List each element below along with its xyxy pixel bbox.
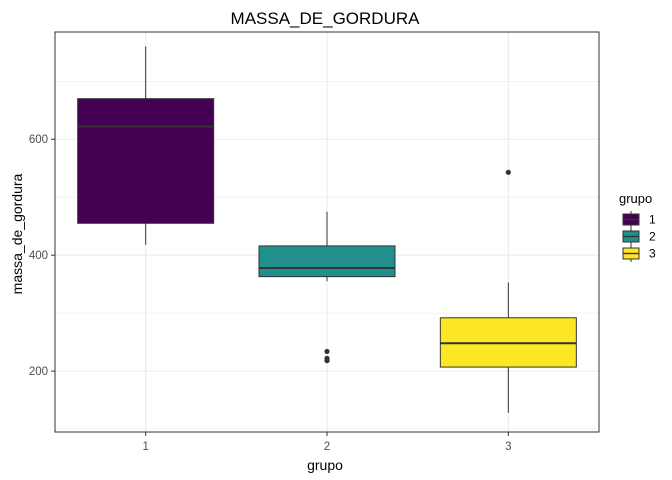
box (258, 245, 396, 278)
y-tick-label: 200 (29, 366, 48, 378)
legend-label-2: 2 (649, 230, 656, 244)
box-group-1 (77, 46, 215, 245)
legend: grupo 1 2 3 (619, 191, 656, 262)
x-axis-title: grupo (307, 457, 343, 473)
legend-label-1: 1 (649, 213, 656, 227)
y-tick-label: 600 (29, 134, 48, 146)
y-axis-title: massa_de_gordura (9, 173, 25, 294)
box (77, 98, 215, 224)
x-tick-label: 2 (324, 441, 330, 453)
chart-title: MASSA_DE_GORDURA (231, 9, 421, 28)
x-tick-label: 1 (142, 441, 148, 453)
legend-title: grupo (619, 191, 652, 206)
legend-label-3: 3 (649, 247, 656, 261)
legend-item-3: 3 (622, 245, 656, 262)
y-tick-label: 400 (29, 250, 48, 262)
box-group-2 (258, 211, 396, 364)
plot-area: 200 400 600 1 2 3 (29, 31, 600, 453)
outlier-point (324, 355, 330, 361)
x-tick-label: 3 (505, 441, 511, 453)
legend-item-1: 1 (622, 211, 656, 228)
legend-item-2: 2 (622, 228, 656, 245)
outlier-point (505, 169, 511, 175)
outlier-point (324, 348, 330, 355)
box-group-3 (439, 169, 577, 413)
